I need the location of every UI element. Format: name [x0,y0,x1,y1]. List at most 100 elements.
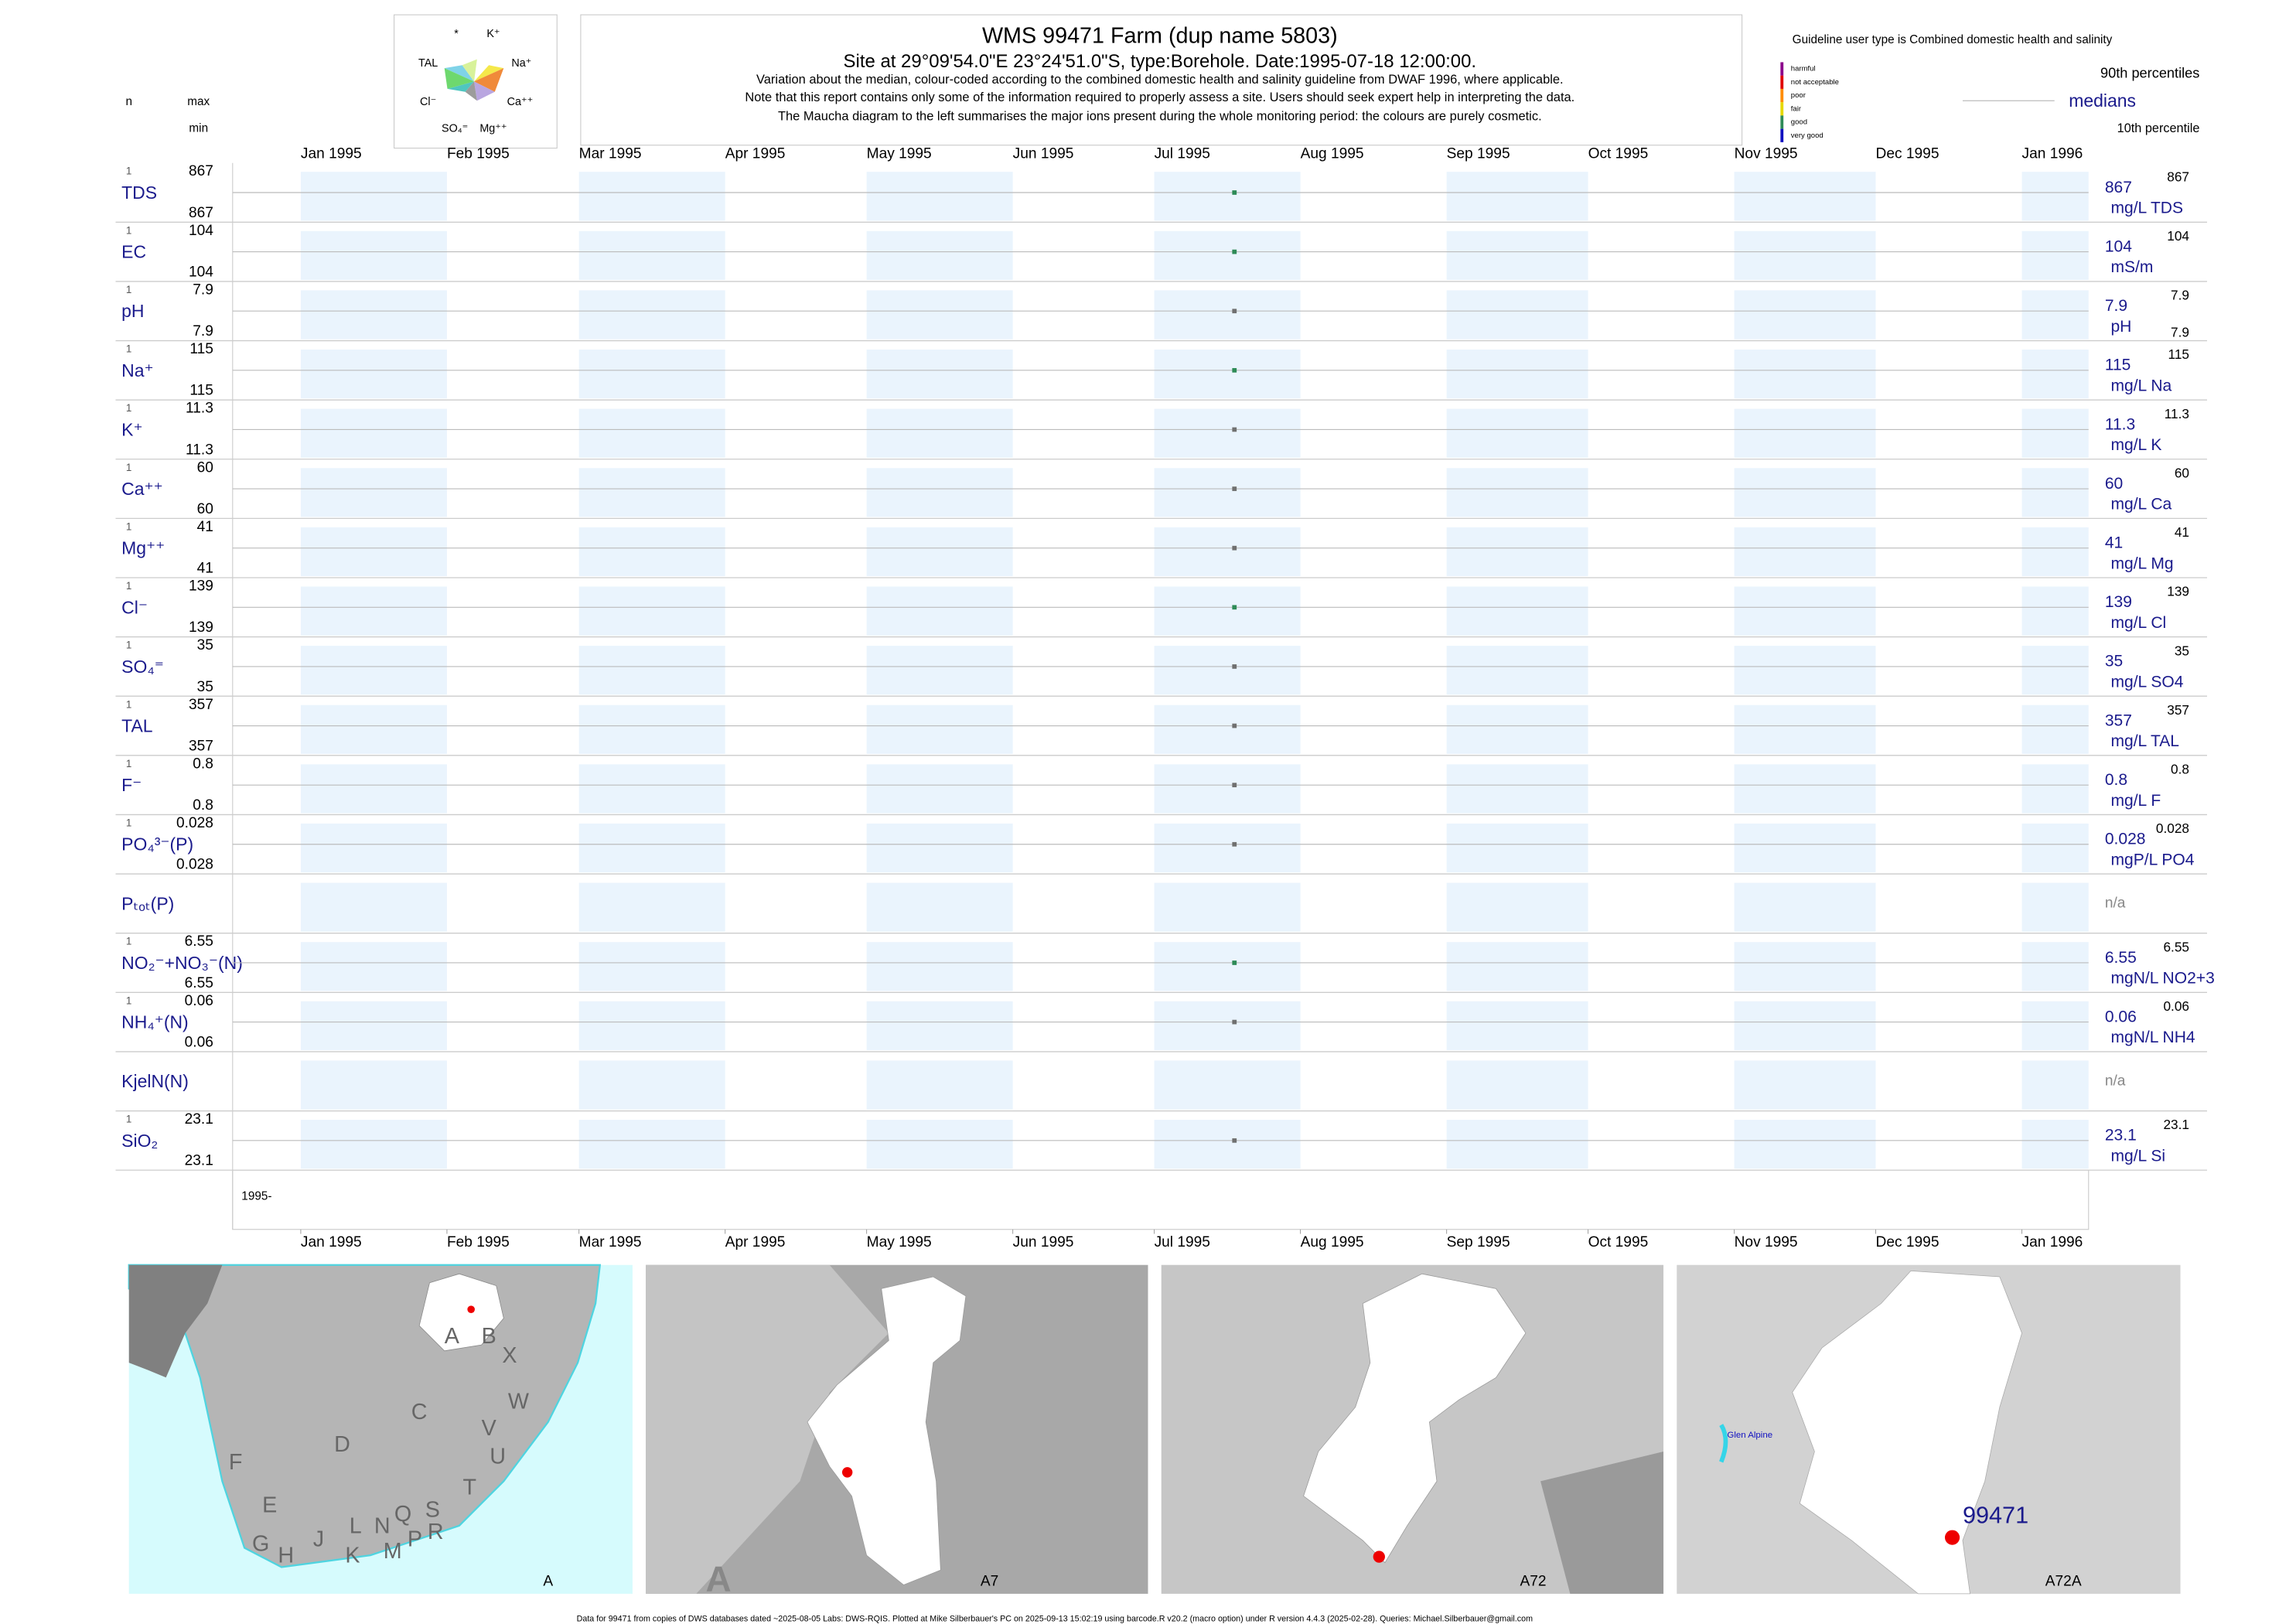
month-band [300,350,447,399]
month-band [1734,586,1876,636]
data-point [1232,249,1237,254]
month-band [578,586,725,636]
guideline-text: Guideline user type is Combined domestic… [1793,33,2113,46]
median-value: 357 [2105,711,2132,729]
month-band [2021,172,2089,221]
month-band [578,172,725,221]
place-label: Glen Alpine [1727,1431,1772,1440]
max-label: 7.9 [193,281,213,298]
map-region-letter: F [229,1450,243,1475]
month-band [1734,468,1876,517]
month-band [1154,1060,1301,1110]
month-band [1446,172,1588,221]
n-label: 1 [126,402,131,414]
parameter-label: TDS [121,183,157,203]
month-band [300,172,447,221]
parameter-label: Ca⁺⁺ [121,479,163,499]
parameter-label: PO₄³⁻(P) [121,834,193,855]
month-band [866,172,1013,221]
month-band [300,1001,447,1050]
x-tick-label: Jan 1996 [2022,145,2083,162]
month-band [866,646,1013,695]
unit-label: mgN/L NO2+3 [2110,970,2214,988]
n-label: 1 [126,936,131,947]
p90-value: 867 [2167,169,2189,184]
month-band [578,527,725,577]
month-band [300,942,447,991]
x-tick-label: Aug 1995 [1301,145,1364,162]
maucha-label: Na⁺ [511,57,531,70]
month-band [866,1120,1013,1169]
min-label: 867 [189,205,213,221]
map-region-letter: Q [394,1502,411,1527]
min-label: 41 [197,561,213,577]
map-area [646,1264,889,1594]
note: The Maucha diagram to the left summarise… [778,110,1542,124]
n-label: 1 [126,343,131,355]
month-band [2021,1001,2089,1050]
parameter-label: EC [121,242,146,262]
x-tick-label: Feb 1995 [447,145,510,162]
x-tick-label: Jul 1995 [1155,1234,1210,1250]
month-band [1446,408,1588,458]
map-region-letter: A [445,1324,460,1349]
month-band [2021,408,2089,458]
map-region-letter: X [502,1343,517,1368]
x-tick-label: Feb 1995 [447,1234,510,1250]
median-value: 0.8 [2105,771,2127,789]
month-band [866,527,1013,577]
min-label: 6.55 [185,975,213,991]
min-label: 357 [189,738,213,754]
map-region-letter: V [482,1416,497,1441]
map-region-letter: B [482,1324,496,1349]
map-neighbour [128,1264,223,1378]
n-label: 1 [126,1114,131,1125]
min-label: 11.3 [186,442,213,458]
month-band [866,882,1013,932]
max-label: 867 [189,163,213,179]
month-band [300,230,447,281]
p10-value: 7.9 [2171,325,2189,340]
month-band [866,230,1013,281]
month-band [1154,882,1301,932]
month-band [2021,527,2089,577]
n-label: 1 [126,520,131,532]
month-band [1446,882,1588,932]
data-point [1232,545,1237,551]
x-tick-label: Oct 1995 [1588,1234,1649,1250]
x-tick-label: Sep 1995 [1447,145,1510,162]
parameter-label: KjelN(N) [121,1071,189,1091]
median-value: 867 [2105,179,2132,196]
legend-swatch [1780,62,1784,76]
month-band [2021,350,2089,399]
unit-label: mg/L SO4 [2110,674,2183,691]
data-point [1232,783,1237,788]
month-band [300,586,447,636]
month-band [1154,408,1301,458]
legend-class: good [1791,118,1807,127]
maucha-diagram [444,59,504,101]
p90-value: 60 [2175,465,2189,480]
legend-class: fair [1791,104,1802,113]
month-band [866,350,1013,399]
n-label: 1 [126,224,131,236]
n-label: 1 [126,758,131,769]
map-label: A [543,1574,553,1590]
month-band [300,823,447,873]
parameter-label: Mg⁺⁺ [121,538,165,558]
x-tick-label: Sep 1995 [1447,1234,1510,1250]
month-band [1154,290,1301,339]
p90-value: 357 [2167,702,2189,718]
maucha-segment [474,65,504,82]
unit-label: mg/L K [2110,436,2161,454]
month-band [1446,942,1588,991]
data-point [1232,309,1237,314]
x-tick-label: Jun 1995 [1013,145,1074,162]
x-tick-label: Dec 1995 [1876,1234,1939,1250]
month-band [300,527,447,577]
month-band [1446,705,1588,754]
month-band [1446,527,1588,577]
max-label: 23.1 [185,1111,213,1128]
map-region [418,1273,504,1352]
month-band [300,408,447,458]
